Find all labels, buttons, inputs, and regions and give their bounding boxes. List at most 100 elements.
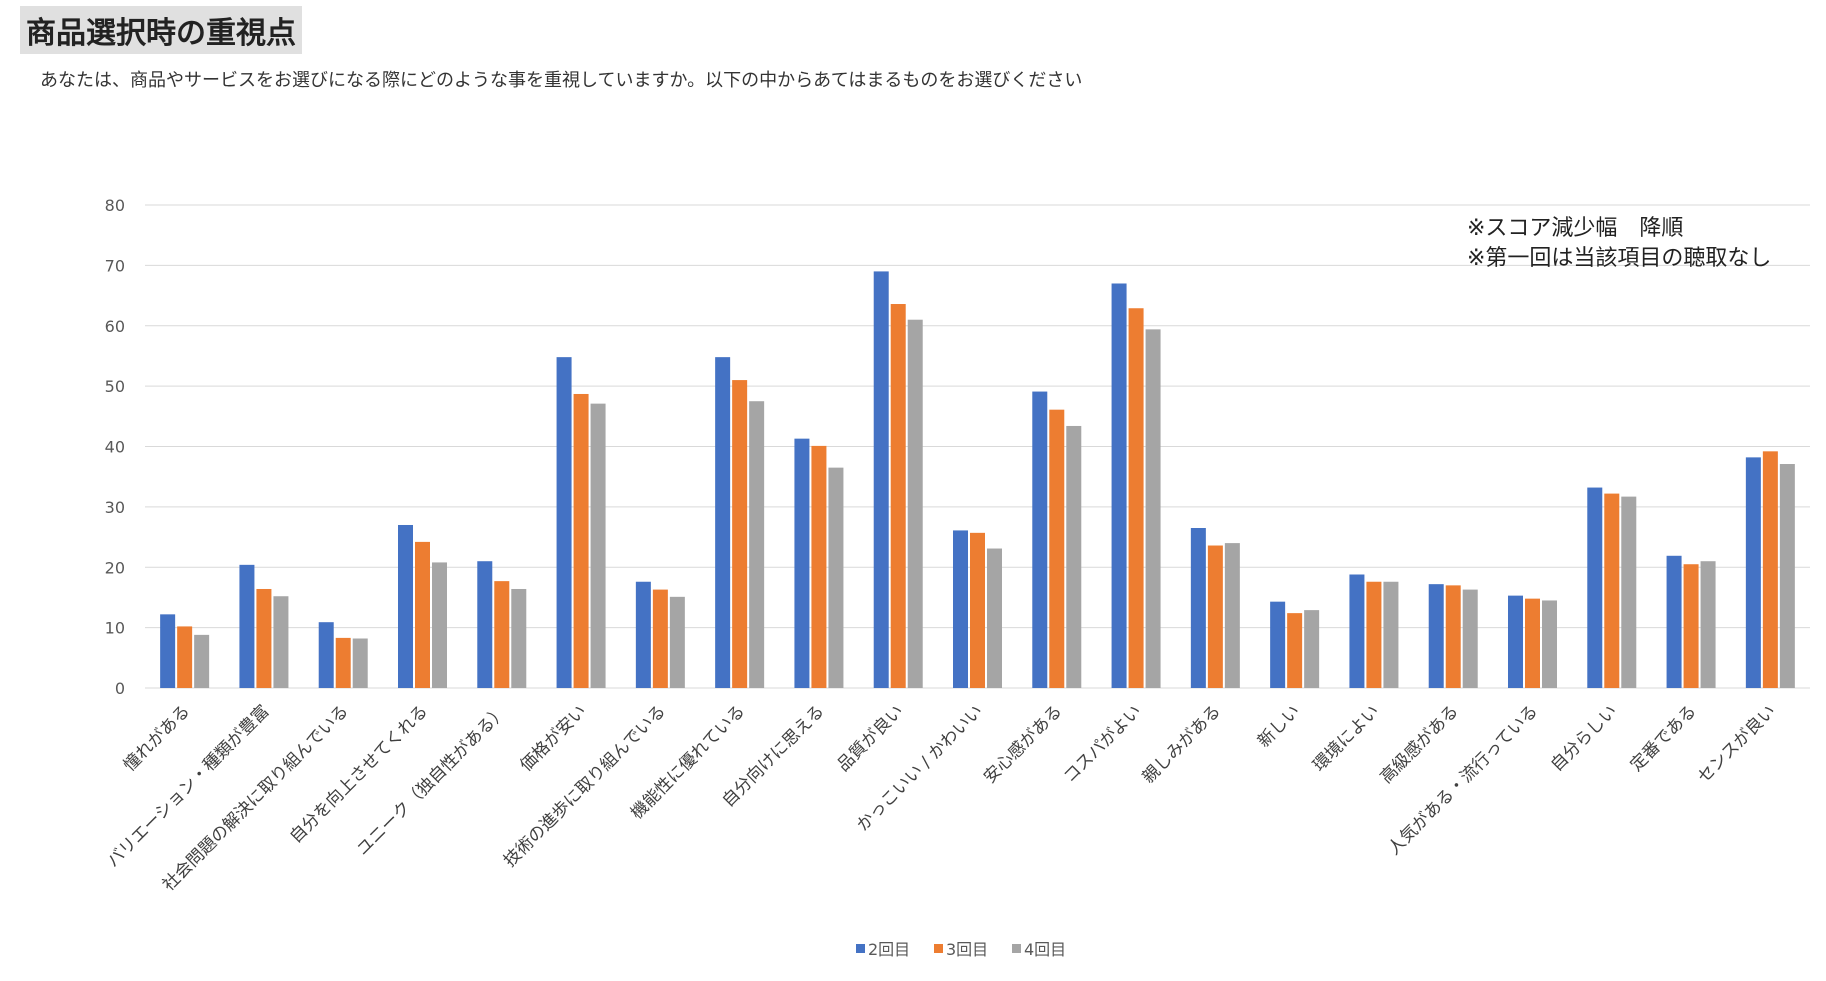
legend-label: 4回目: [1024, 940, 1066, 959]
bar-4回目-1: [273, 596, 289, 688]
bar-4回目-2: [352, 638, 368, 688]
bar-2回目-6: [635, 581, 651, 688]
legend: 2回目 3回目 4回目: [856, 940, 1066, 959]
x-category-label: 価格が安い: [516, 701, 590, 775]
bar-3回目-17: [1525, 598, 1540, 688]
legend-swatch: [856, 944, 865, 953]
bar-2回目-0: [160, 614, 176, 688]
bar-4回目-4: [511, 588, 527, 688]
bar-3回目-9: [890, 304, 906, 688]
x-category-label: 人気がある・流行っている: [1384, 701, 1542, 859]
y-tick-label: 20: [105, 558, 125, 577]
bar-2回目-8: [794, 438, 810, 688]
bar-4回目-5: [590, 403, 606, 688]
bar-2回目-16: [1428, 584, 1444, 688]
legend-label: 3回目: [946, 940, 988, 959]
bar-4回目-20: [1779, 464, 1795, 688]
bar-4回目-6: [669, 596, 685, 688]
bar-2回目-18: [1587, 487, 1603, 688]
x-category-label: 親しみがある: [1139, 701, 1225, 787]
y-axis: 0 10 20 30 40 50 60 70 80: [105, 196, 125, 698]
bar-4回目-13: [1224, 543, 1240, 688]
bar-3回目-14: [1287, 613, 1303, 688]
y-tick-label: 80: [105, 196, 125, 215]
bar-3回目-18: [1604, 493, 1620, 688]
bar-4回目-15: [1383, 581, 1399, 688]
legend-swatch: [934, 944, 943, 953]
x-category-label: 自分らしい: [1547, 701, 1621, 775]
bar-2回目-11: [1032, 391, 1048, 688]
x-category-label: ユニーク（独自性がある）: [353, 701, 511, 859]
bar-4回目-10: [987, 548, 1002, 688]
bar-3回目-16: [1445, 585, 1461, 688]
bar-4回目-19: [1700, 561, 1716, 688]
bar-2回目-20: [1745, 457, 1761, 688]
bar-3回目-19: [1683, 564, 1699, 688]
x-category-label: 新しい: [1254, 701, 1304, 751]
bar-2回目-13: [1190, 528, 1206, 688]
bar-2回目-4: [477, 561, 493, 688]
bars: [160, 271, 1795, 688]
bar-4回目-7: [749, 401, 765, 688]
y-tick-label: 10: [105, 619, 125, 638]
bar-2回目-7: [715, 357, 731, 688]
bar-3回目-15: [1366, 581, 1382, 688]
x-category-label: 高級感がある: [1376, 701, 1462, 787]
bar-3回目-4: [494, 581, 510, 688]
x-axis: 憧れがあるバリエーション・種類が豊富社会問題の解決に取り組んでいる自分を向上させ…: [103, 701, 1780, 895]
x-category-label: センスが良い: [1694, 701, 1780, 787]
x-category-label: 憧れがある: [120, 701, 194, 775]
bar-3回目-11: [1049, 409, 1065, 688]
y-tick-label: 40: [105, 438, 125, 457]
bar-2回目-19: [1666, 555, 1682, 688]
bar-3回目-5: [573, 393, 589, 688]
y-tick-label: 50: [105, 377, 125, 396]
bar-2回目-9: [873, 271, 889, 688]
x-category-label: 技術の進歩に取り組んでいる: [500, 701, 670, 871]
bar-3回目-10: [970, 532, 985, 688]
bar-2回目-2: [318, 622, 334, 688]
bar-3回目-12: [1128, 308, 1144, 688]
note-sort-order: ※スコア減少幅 降順: [1467, 216, 1683, 241]
bar-4回目-16: [1462, 589, 1478, 688]
bar-3回目-2: [335, 637, 351, 688]
bar-2回目-10: [953, 530, 968, 688]
x-category-label: 品質が良い: [834, 701, 908, 775]
page-title: 商品選択時の重視点: [20, 6, 302, 54]
x-category-label: コスパがよい: [1060, 701, 1146, 787]
bar-4回目-12: [1145, 329, 1161, 688]
bar-3回目-7: [732, 380, 748, 688]
bar-3回目-13: [1207, 545, 1223, 688]
bar-4回目-9: [907, 319, 923, 688]
bar-4回目-14: [1304, 610, 1320, 688]
bar-4回目-18: [1621, 496, 1637, 688]
bar-2回目-1: [239, 564, 255, 688]
legend-swatch: [1012, 944, 1021, 953]
x-category-label: 定番である: [1626, 701, 1700, 775]
bar-3回目-8: [811, 445, 827, 688]
page-subtitle: あなたは、商品やサービスをお選びになる際にどのような事を重視していますか。以下の…: [40, 70, 1083, 91]
bar-4回目-3: [432, 562, 447, 688]
x-category-label: バリエーション・種類が豊富: [103, 701, 273, 871]
bar-2回目-3: [398, 524, 413, 688]
bar-4回目-8: [828, 467, 844, 688]
bar-4回目-11: [1066, 425, 1082, 688]
bar-4回目-17: [1542, 600, 1557, 688]
note-first-round: ※第一回は当該項目の聴取なし: [1467, 246, 1771, 271]
bar-4回目-0: [194, 634, 210, 688]
bar-2回目-17: [1508, 595, 1523, 688]
y-tick-label: 60: [105, 317, 125, 336]
y-tick-label: 70: [105, 256, 125, 275]
bar-3回目-0: [177, 626, 193, 688]
x-category-label: 環境によい: [1309, 701, 1383, 775]
bar-2回目-15: [1349, 574, 1365, 688]
x-category-label: 自分を向上させてくれる: [286, 701, 432, 847]
bar-2回目-5: [556, 357, 572, 688]
bar-3回目-6: [652, 589, 668, 688]
bar-3回目-1: [256, 588, 272, 688]
y-tick-label: 0: [115, 679, 125, 698]
bar-2回目-12: [1111, 283, 1127, 688]
bar-3回目-20: [1762, 451, 1778, 688]
legend-label: 2回目: [868, 940, 910, 959]
